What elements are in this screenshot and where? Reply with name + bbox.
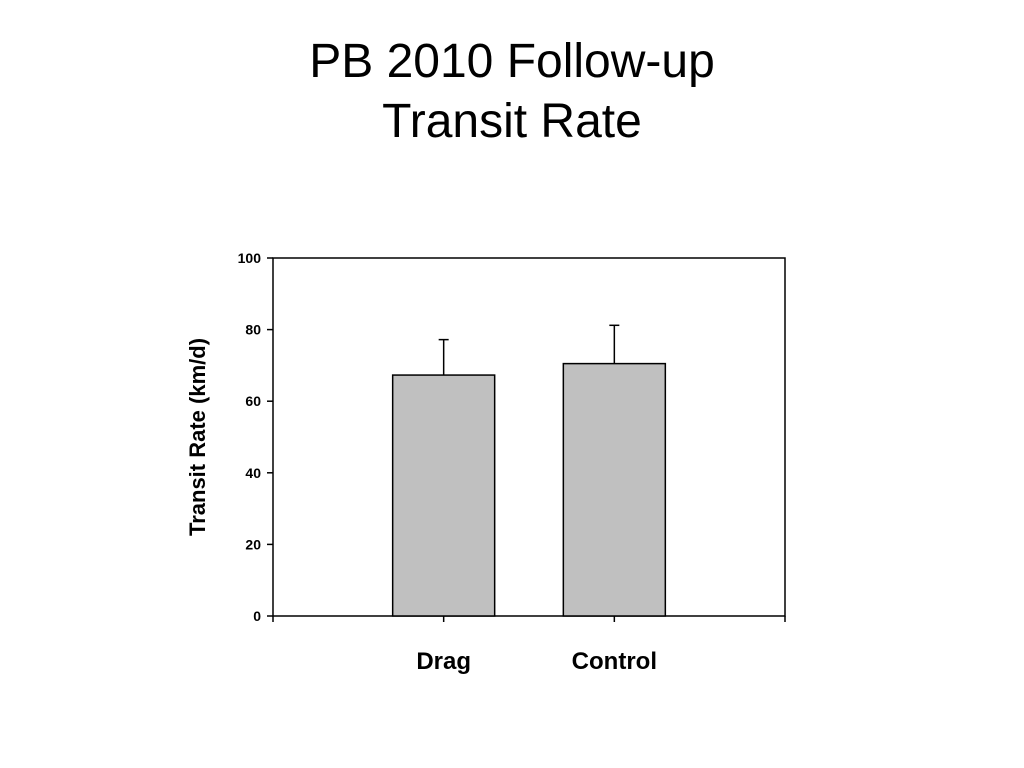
y-tick-label: 60 — [245, 393, 261, 409]
plot-area — [272, 257, 786, 617]
category-label-control: Control — [572, 648, 657, 675]
slide-title: PB 2010 Follow-up Transit Rate — [0, 32, 1024, 152]
y-tick-label: 0 — [253, 608, 261, 624]
category-label-drag: Drag — [416, 648, 471, 675]
bar-drag — [391, 374, 496, 617]
y-tick-label: 80 — [245, 322, 261, 338]
y-tick-label: 100 — [238, 250, 262, 266]
slide-title-line-1: PB 2010 Follow-up — [309, 35, 715, 88]
y-tick-label: 40 — [245, 465, 261, 481]
bar-control — [562, 362, 667, 617]
slide-title-line-2: Transit Rate — [382, 95, 642, 148]
x-axis — [272, 616, 786, 622]
bar-series — [391, 324, 667, 617]
category-labels: Drag Control — [416, 648, 657, 675]
y-axis-title: Transit Rate (km/d) — [185, 338, 210, 536]
y-tick-label: 20 — [245, 536, 261, 552]
y-axis: 0 20 40 60 80 100 — [238, 250, 273, 624]
